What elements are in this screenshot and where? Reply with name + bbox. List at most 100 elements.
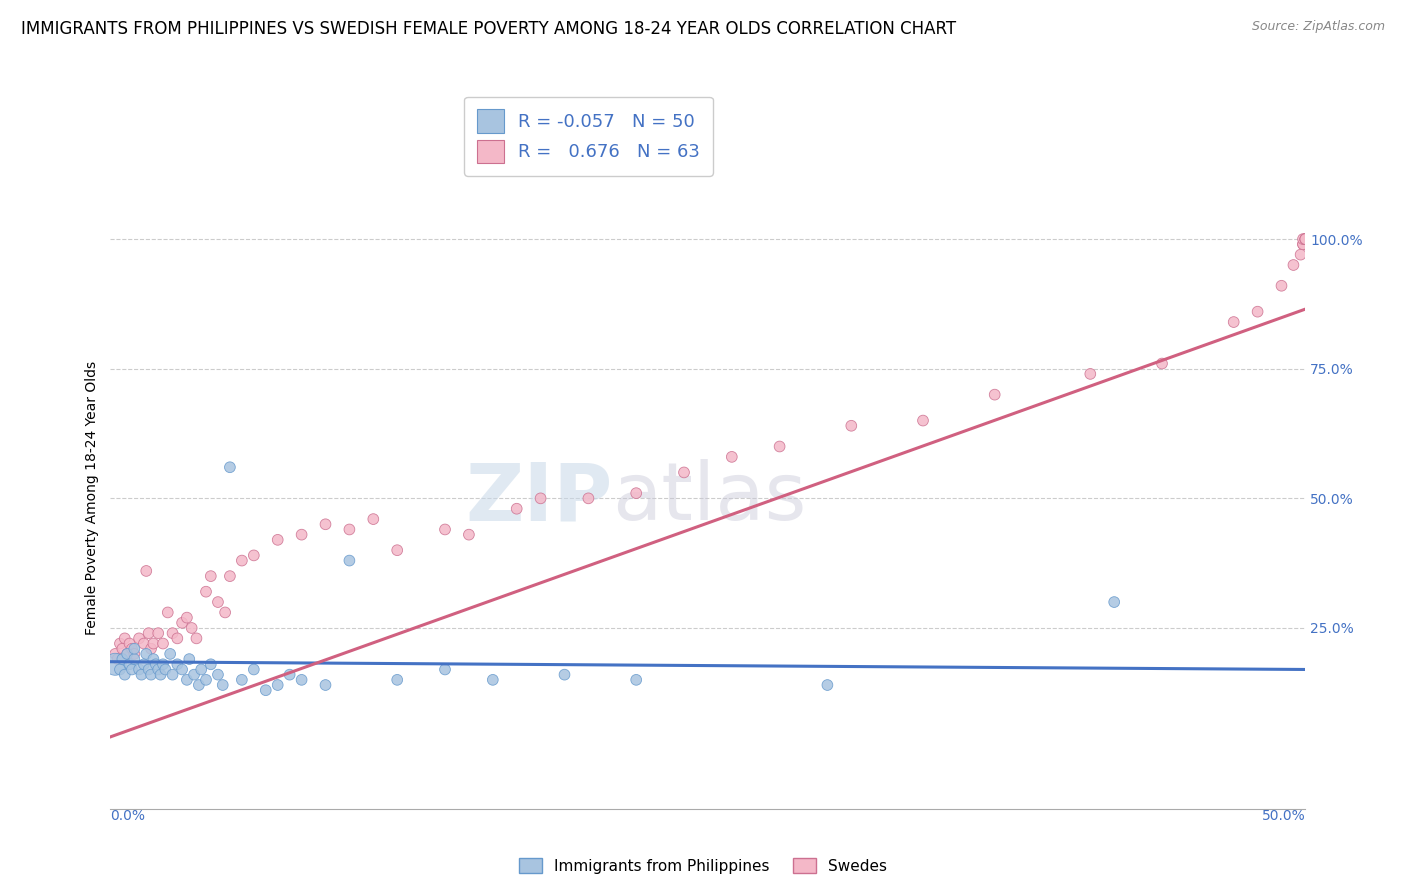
- Point: [108, 663, 131, 677]
- Point: [162, 626, 184, 640]
- Point: [529, 491, 551, 506]
- Text: 0.0%: 0.0%: [111, 809, 145, 823]
- Point: [135, 564, 157, 578]
- Point: [172, 615, 194, 630]
- Text: Source: ZipAtlas.com: Source: ZipAtlas.com: [1251, 20, 1385, 33]
- Point: [315, 517, 337, 532]
- Point: [1294, 232, 1316, 246]
- Point: [148, 663, 170, 677]
- Point: [720, 450, 742, 464]
- Point: [458, 527, 481, 541]
- Point: [142, 652, 165, 666]
- Point: [363, 512, 385, 526]
- Point: [124, 647, 146, 661]
- Point: [1294, 232, 1316, 246]
- Point: [162, 667, 184, 681]
- Point: [145, 657, 167, 672]
- Point: [200, 657, 222, 672]
- Point: [139, 641, 162, 656]
- Point: [815, 678, 838, 692]
- Point: [1270, 278, 1292, 293]
- Point: [624, 486, 647, 500]
- Point: [219, 569, 242, 583]
- Point: [339, 523, 361, 537]
- Point: [159, 647, 181, 661]
- Point: [278, 667, 301, 681]
- Point: [131, 667, 153, 681]
- Point: [482, 673, 505, 687]
- Point: [1078, 367, 1101, 381]
- Point: [911, 413, 934, 427]
- Point: [124, 652, 146, 666]
- Point: [1292, 237, 1315, 252]
- Point: [291, 527, 314, 541]
- Point: [118, 636, 141, 650]
- Point: [243, 549, 266, 563]
- Point: [166, 657, 188, 672]
- Point: [114, 632, 136, 646]
- Point: [149, 667, 172, 681]
- Point: [267, 678, 290, 692]
- Point: [155, 663, 177, 677]
- Point: [176, 610, 198, 624]
- Point: [231, 553, 253, 567]
- Point: [138, 626, 160, 640]
- Point: [138, 663, 160, 677]
- Point: [176, 673, 198, 687]
- Point: [104, 647, 127, 661]
- Point: [1294, 232, 1316, 246]
- Point: [139, 667, 162, 681]
- Point: [152, 657, 174, 672]
- Legend: R = -0.057   N = 50, R =   0.676   N = 63: R = -0.057 N = 50, R = 0.676 N = 63: [464, 96, 713, 176]
- Point: [107, 652, 129, 666]
- Point: [132, 636, 155, 650]
- Point: [211, 678, 233, 692]
- Point: [553, 667, 575, 681]
- Text: IMMIGRANTS FROM PHILIPPINES VS SWEDISH FEMALE POVERTY AMONG 18-24 YEAR OLDS CORR: IMMIGRANTS FROM PHILIPPINES VS SWEDISH F…: [21, 20, 956, 37]
- Point: [183, 667, 205, 681]
- Point: [195, 673, 218, 687]
- Point: [186, 632, 208, 646]
- Point: [339, 553, 361, 567]
- Point: [121, 663, 143, 677]
- Y-axis label: Female Poverty Among 18-24 Year Olds: Female Poverty Among 18-24 Year Olds: [86, 361, 100, 635]
- Text: ZIP: ZIP: [465, 459, 612, 537]
- Point: [315, 678, 337, 692]
- Point: [128, 632, 150, 646]
- Point: [108, 636, 131, 650]
- Point: [1246, 304, 1268, 318]
- Point: [124, 641, 146, 656]
- Point: [291, 673, 314, 687]
- Point: [1289, 247, 1312, 261]
- Point: [190, 663, 212, 677]
- Point: [387, 673, 409, 687]
- Point: [111, 652, 134, 666]
- Point: [576, 491, 599, 506]
- Point: [267, 533, 290, 547]
- Point: [672, 466, 695, 480]
- Point: [207, 667, 229, 681]
- Point: [1294, 232, 1316, 246]
- Text: 50.0%: 50.0%: [1261, 809, 1305, 823]
- Point: [115, 647, 138, 661]
- Point: [1222, 315, 1244, 329]
- Point: [214, 606, 236, 620]
- Point: [506, 501, 529, 516]
- Point: [839, 418, 862, 433]
- Point: [132, 657, 155, 672]
- Point: [104, 657, 127, 672]
- Point: [434, 663, 457, 677]
- Point: [114, 667, 136, 681]
- Point: [1102, 595, 1125, 609]
- Point: [179, 652, 201, 666]
- Point: [219, 460, 242, 475]
- Point: [111, 641, 134, 656]
- Point: [135, 647, 157, 661]
- Point: [207, 595, 229, 609]
- Point: [187, 678, 209, 692]
- Point: [195, 584, 218, 599]
- Point: [254, 683, 277, 698]
- Point: [1282, 258, 1305, 272]
- Point: [983, 387, 1005, 401]
- Point: [156, 606, 179, 620]
